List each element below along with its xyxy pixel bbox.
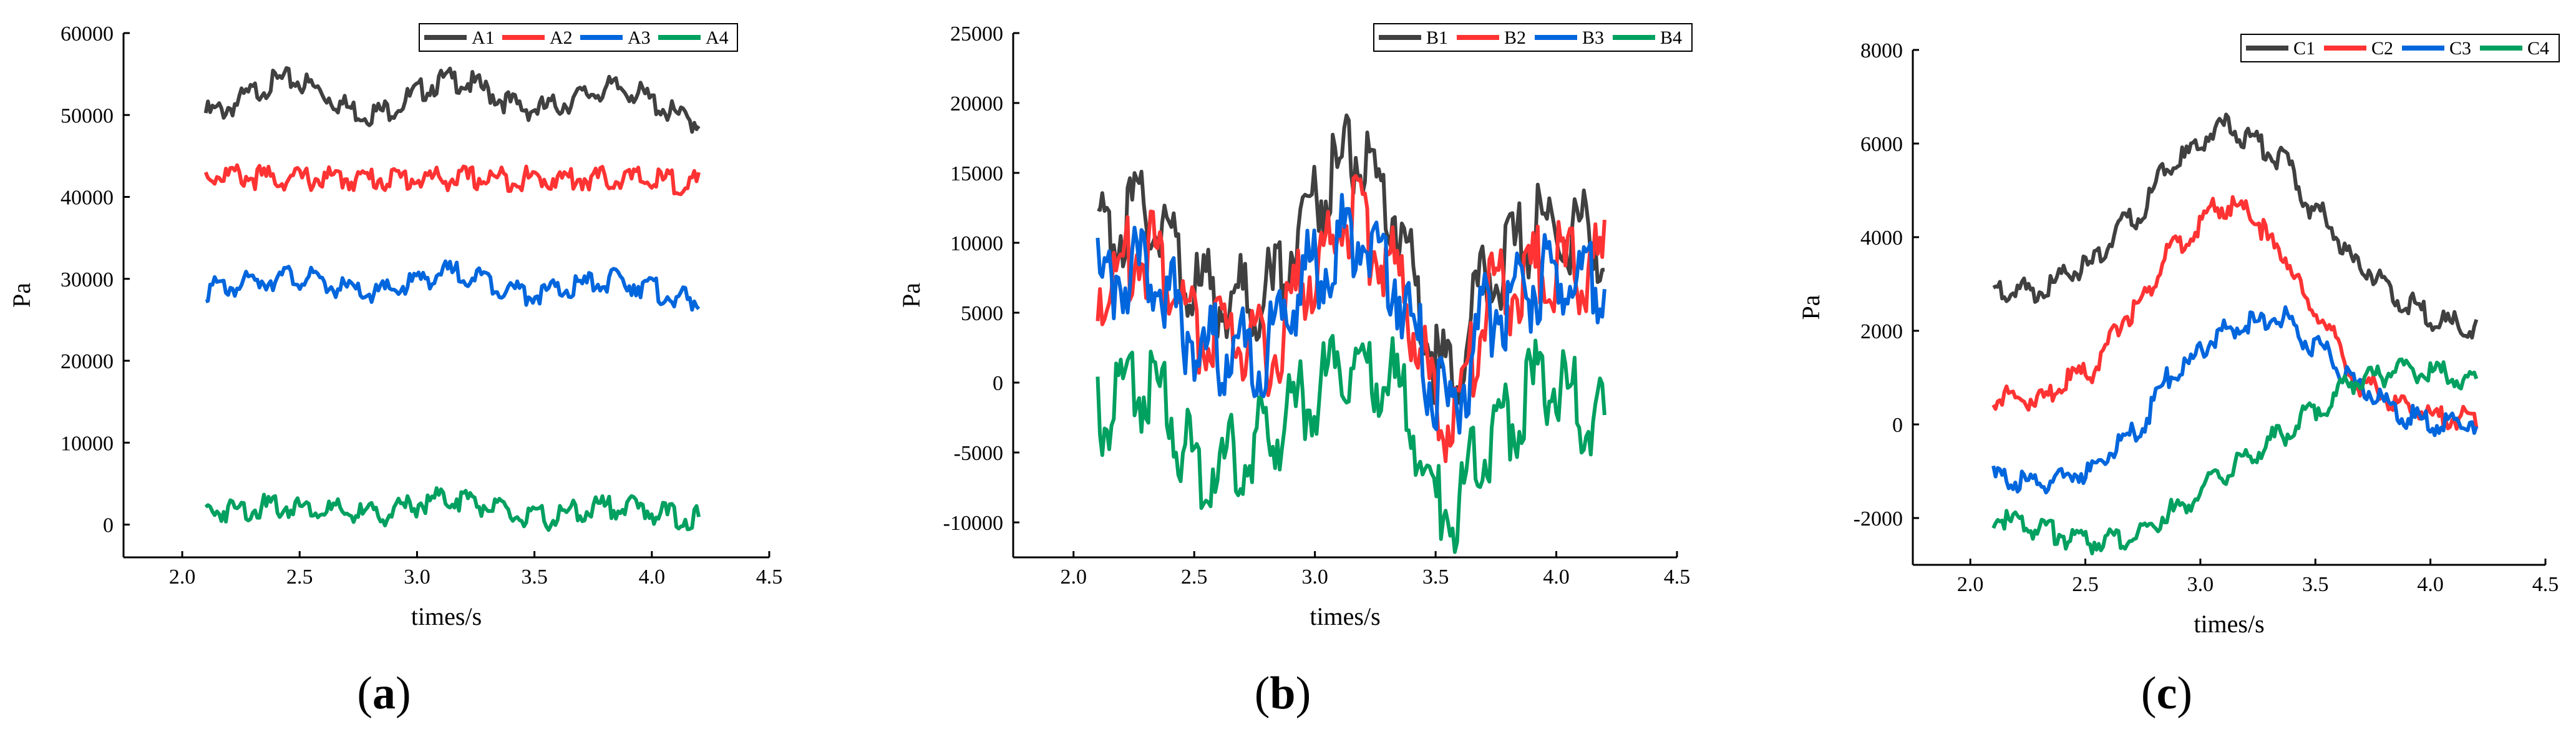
legend-label: A2 xyxy=(550,27,573,48)
series-line-c4 xyxy=(1991,357,2479,555)
x-tick-label: 4.5 xyxy=(756,565,783,589)
y-tick-label: -2000 xyxy=(1854,507,1903,531)
y-tick-label: 10000 xyxy=(61,432,114,455)
legend-label: B1 xyxy=(1426,27,1448,48)
y-tick-label: 30000 xyxy=(61,268,114,291)
x-tick-label: 3.0 xyxy=(404,565,430,589)
x-tick-label: 2.0 xyxy=(1060,565,1087,589)
y-tick-label: 6000 xyxy=(1860,133,1903,156)
legend-label: A1 xyxy=(472,27,495,48)
x-tick-label: 2.0 xyxy=(1957,573,1984,596)
x-axis-title: times/s xyxy=(2194,610,2264,638)
series-line-a4 xyxy=(204,486,701,532)
y-tick-label: 0 xyxy=(993,372,1003,395)
y-tick-label: -10000 xyxy=(943,512,1003,535)
x-tick-label: 4.5 xyxy=(1664,565,1691,589)
y-tick-label: 20000 xyxy=(61,350,114,373)
series-line-c1 xyxy=(1992,112,2479,340)
x-tick-label: 3.5 xyxy=(1422,565,1449,589)
legend: C1 C2 C3 C4 xyxy=(2240,34,2560,62)
x-tick-label: 3.5 xyxy=(521,565,548,589)
legend-label: C1 xyxy=(2293,38,2315,59)
y-axis-title: Pa xyxy=(897,283,925,308)
panel-label: (b) xyxy=(1255,668,1311,719)
y-tick-label: 50000 xyxy=(61,104,114,127)
x-tick-label: 3.0 xyxy=(1301,565,1328,589)
legend: A1 A2 A3 A4 xyxy=(419,23,738,52)
x-tick-label: 2.5 xyxy=(2072,573,2099,596)
x-tick-label: 2.0 xyxy=(169,565,196,589)
legend-label: C4 xyxy=(2527,38,2549,59)
panel-label: (a) xyxy=(357,668,411,719)
x-tick-label: 4.0 xyxy=(2417,573,2444,596)
y-axis-title: Pa xyxy=(1797,295,1825,320)
series-line-c3 xyxy=(1991,305,2479,495)
legend-label: C2 xyxy=(2371,38,2393,59)
x-tick-label: 3.5 xyxy=(2302,573,2329,596)
x-axis-title: times/s xyxy=(411,602,482,630)
chart-panel-b: 2.0 2.5 3.0 3.5 4.0 4.5 -10000 -5000 0 5000 10000 1… xyxy=(897,22,1693,719)
y-tick-label: 0 xyxy=(103,514,114,537)
series-line-a2 xyxy=(203,163,701,197)
series-line-b4 xyxy=(1096,334,1606,554)
y-tick-label: 25000 xyxy=(950,22,1003,46)
chart-panel-a: 2.0 2.5 3.0 3.5 4.0 4.5 0 10000 20000 30000 40000 5… xyxy=(7,22,782,719)
legend-label: B3 xyxy=(1582,27,1604,48)
y-axis-title: Pa xyxy=(7,283,36,308)
y-tick-label: -5000 xyxy=(954,442,1003,465)
series-line-b3 xyxy=(1096,193,1606,435)
legend-label: A3 xyxy=(628,27,651,48)
series-line-a3 xyxy=(205,259,701,312)
panel-label: (c) xyxy=(2141,668,2192,719)
x-axis-title: times/s xyxy=(1310,602,1380,630)
x-tick-label: 4.5 xyxy=(2532,573,2559,596)
x-tick-label: 2.5 xyxy=(286,565,313,589)
y-tick-label: 15000 xyxy=(950,162,1003,185)
y-tick-label: 20000 xyxy=(950,92,1003,115)
y-tick-label: 10000 xyxy=(950,232,1003,255)
series-line-a1 xyxy=(203,66,701,134)
y-tick-label: 60000 xyxy=(61,22,114,46)
x-tick-label: 3.0 xyxy=(2187,573,2214,596)
y-tick-label: 4000 xyxy=(1860,227,1903,250)
legend-label: B2 xyxy=(1504,27,1526,48)
y-tick-label: 2000 xyxy=(1860,320,1903,343)
series-line-c2 xyxy=(1991,195,2479,431)
chart-panel-c: 2.0 2.5 3.0 3.5 4.0 4.5 -2000 0 2000 4000 6000 8000… xyxy=(1797,34,2560,719)
x-tick-label: 4.0 xyxy=(1543,565,1570,589)
legend-label: A4 xyxy=(706,27,729,48)
x-tick-label: 2.5 xyxy=(1181,565,1208,589)
y-tick-label: 5000 xyxy=(961,302,1003,325)
legend-label: C3 xyxy=(2449,38,2471,59)
y-tick-label: 8000 xyxy=(1860,39,1903,62)
x-tick-label: 4.0 xyxy=(639,565,666,589)
legend-label: B4 xyxy=(1660,27,1682,48)
y-tick-label: 0 xyxy=(1892,414,1903,437)
legend: B1 B2 B3 B4 xyxy=(1373,23,1693,52)
y-tick-label: 40000 xyxy=(61,187,114,210)
